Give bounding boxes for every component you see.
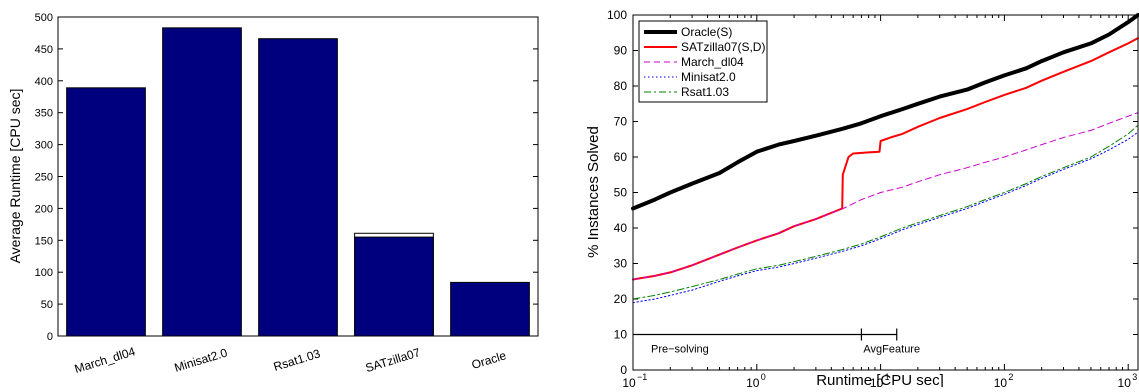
legend-entry: SATzilla07(S,D) [681,40,765,54]
line-xtick-exponent: 2 [1008,372,1013,382]
line-ytick-label: 30 [614,257,628,271]
series-line [632,124,1139,300]
bar-ytick-label: 300 [35,140,53,152]
bar [450,281,530,337]
line-xtick-exponent: 0 [761,372,766,382]
series-line [631,13,1139,211]
series-line [632,131,1139,304]
line-chart-series [631,13,1139,304]
line-ytick-label: 100 [607,8,627,22]
line-chart: Pre−solving AvgFeature 010203040506070809… [585,8,1139,390]
line-xtick-exponent: 3 [1132,372,1137,382]
legend-entry: Oracle(S) [681,25,732,39]
bar-ytick-label: 350 [35,108,53,120]
bar-chart-frame [57,16,539,337]
legend-entry: Minisat2.0 [681,70,736,84]
bar-ytick-label: 200 [35,203,53,215]
bar-category-label: March_dl04 [73,344,137,376]
line-chart-xlabel: Runtime [CPU sec] [816,372,944,387]
bar [66,87,146,337]
line-xtick-exponent: 1 [885,372,890,382]
bar-chart-ylabel: Average Runtime [CPU sec] [7,89,23,264]
bar-ytick-label: 150 [35,235,53,247]
line-ytick-label: 70 [614,115,628,129]
line-ytick-label: 10 [614,328,628,342]
legend-entry: Rsat1.03 [681,85,729,99]
bar-ytick-label: 400 [35,76,53,88]
line-ytick-label: 50 [614,186,628,200]
line-xtick-label: 10 [746,376,760,387]
line-xtick-label: 10 [994,376,1008,387]
line-chart-frame [632,14,1139,371]
line-xtick-label: 10 [622,376,636,387]
legend-box [638,20,768,103]
line-chart-ylabel: % Instances Solved [585,126,602,258]
bar-ytick-label: 0 [47,331,53,343]
bar [258,38,338,337]
bar-category-label: Minisat2.0 [173,345,230,374]
bar-category-label: Rsat1.03 [272,346,322,374]
bar-ytick-label: 250 [35,172,53,184]
bar-ytick-label: 500 [35,12,53,24]
line-ytick-label: 20 [614,292,628,306]
annotation-label: Pre−solving [651,344,709,356]
bar-ytick-label: 50 [41,299,53,311]
line-xtick-label: 10 [1118,376,1132,387]
bar [354,236,434,337]
bar-chart: 0 50 100 150 200 250 300 350 400 450 500 March_dl04… [7,12,539,376]
bar [162,27,242,337]
bar-ytick-label: 450 [35,44,53,56]
line-ytick-label: 80 [614,79,628,93]
legend-entry: March_dl04 [681,55,744,69]
line-chart-legend: Oracle(S)SATzilla07(S,D)March_dl04Minisa… [638,20,768,103]
line-xtick-exponent: −1 [637,372,647,382]
line-chart-annotations: Pre−solving AvgFeature [633,328,920,356]
bar-chart-bars [66,27,530,337]
annotation-label: AvgFeature [863,344,920,356]
series-line [632,112,1139,280]
bar-category-label: SATzilla07 [364,345,422,375]
bar-category-label: Oracle [470,348,508,372]
line-ytick-label: 0 [620,363,627,377]
line-ytick-label: 60 [614,150,628,164]
line-ytick-label: 40 [614,221,628,235]
bar-ytick-label: 100 [35,267,53,279]
line-ytick-label: 90 [614,44,628,58]
